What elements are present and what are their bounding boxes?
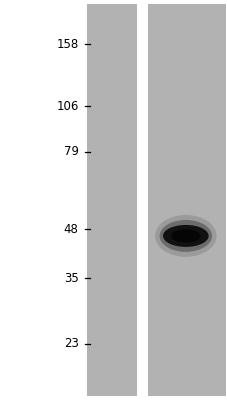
Text: 158: 158	[56, 38, 78, 51]
Ellipse shape	[170, 229, 200, 242]
Ellipse shape	[162, 225, 208, 247]
Ellipse shape	[159, 220, 211, 252]
Text: 35: 35	[64, 272, 78, 285]
Text: 48: 48	[64, 223, 78, 236]
Text: 79: 79	[63, 145, 78, 158]
FancyBboxPatch shape	[86, 4, 136, 396]
FancyBboxPatch shape	[148, 4, 225, 396]
Text: 23: 23	[64, 337, 78, 350]
Ellipse shape	[154, 215, 216, 257]
Text: 106: 106	[56, 100, 78, 113]
